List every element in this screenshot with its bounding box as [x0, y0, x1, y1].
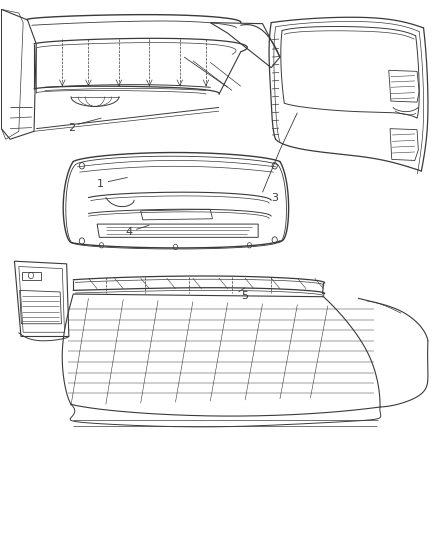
Text: 1: 1: [97, 179, 104, 189]
Text: 3: 3: [271, 192, 278, 203]
Text: 5: 5: [241, 291, 248, 301]
Text: 2: 2: [68, 123, 75, 133]
Text: 4: 4: [126, 227, 133, 237]
